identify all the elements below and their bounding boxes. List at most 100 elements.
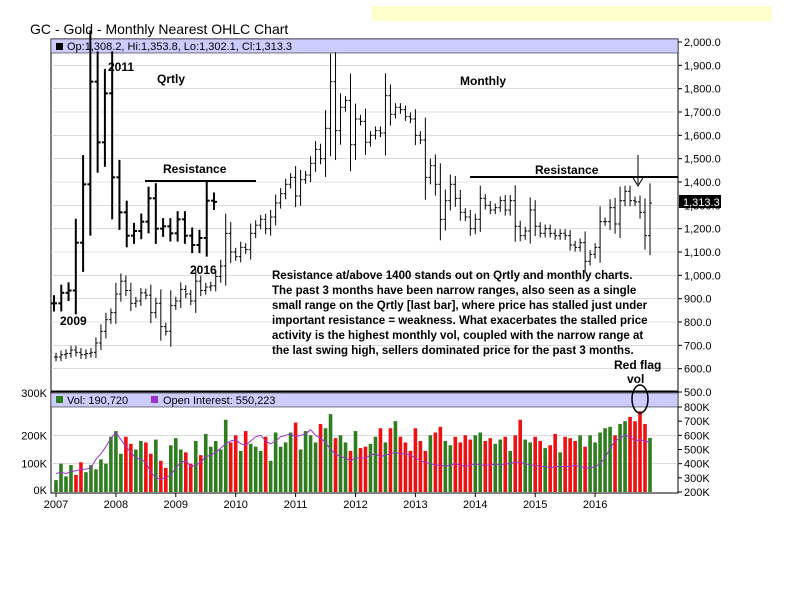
volume-bar (408, 450, 413, 492)
volume-bar (493, 443, 498, 492)
monthly-ohlc-bar (328, 53, 333, 157)
monthly-ohlc-bar (453, 175, 458, 207)
monthly-ohlc-bar (528, 197, 533, 244)
volume-bar (333, 438, 338, 492)
oi-tick-label: 200K (684, 487, 710, 499)
monthly-ohlc-bar (363, 108, 368, 155)
last-price-value: 1,313.3 (683, 197, 720, 209)
volume-bar (69, 465, 73, 492)
volume-bar (623, 421, 627, 492)
volume-bar (458, 442, 463, 492)
monthly-ohlc-bar (408, 112, 413, 124)
x-tick-label: 2012 (343, 499, 367, 511)
monthly-ohlc-bar (623, 185, 628, 207)
quarterly-ohlc-bar (51, 295, 57, 312)
price-tick-label: 1,700.0 (684, 107, 721, 119)
note-line: The past 3 months have been narrow range… (272, 285, 636, 297)
volume-bar (173, 438, 178, 492)
volume-bar (453, 436, 458, 492)
volume-bar (368, 443, 373, 492)
monthly-ohlc-bar (158, 289, 163, 341)
volume-bar (403, 442, 408, 492)
quarterly-ohlc-bar (65, 282, 72, 301)
monthly-ohlc-bar (303, 170, 308, 184)
volume-bar (169, 445, 173, 492)
volume-tick-label: 100K (21, 459, 47, 471)
monthly-ohlc-bar (498, 196, 503, 212)
quarterly-ohlc-bar (109, 51, 116, 220)
monthly-ohlc-bar (263, 213, 268, 235)
volume-bar (208, 446, 213, 492)
note-line: Resistance at/above 1400 stands out on Q… (272, 270, 632, 282)
quarterly-ohlc-bar (160, 218, 167, 237)
commentary-note: Resistance at/above 1400 stands out on Q… (272, 270, 648, 357)
monthly-ohlc-bar (143, 288, 148, 300)
monthly-ohlc-bar (393, 103, 398, 119)
monthly-ohlc-bar (173, 296, 178, 310)
vol-legend-swatch (56, 396, 63, 403)
oi-tick-label: 300K (684, 473, 710, 485)
chart-title: GC - Gold - Monthly Nearest OHLC Chart (30, 21, 288, 37)
monthly-ohlc-bar (248, 223, 253, 260)
price-tick-label: 1,900.0 (684, 60, 721, 72)
quarterly-ohlc-bar (131, 222, 137, 244)
monthly-ohlc-bar (448, 174, 453, 211)
monthly-ohlc-bar (608, 199, 613, 231)
price-tick-label: 500.0 (684, 387, 712, 399)
monthly-ohlc-bar (563, 229, 568, 240)
monthly-ohlc-bar (103, 312, 108, 339)
monthly-ohlc-bar (343, 96, 348, 112)
volume-bar (283, 442, 288, 492)
volume-bar (648, 437, 652, 492)
volume-bar (433, 432, 438, 492)
volume-bar (633, 421, 637, 492)
quarterly-ohlc-bar (94, 51, 101, 173)
volume-bar (318, 424, 323, 492)
volume-bar (79, 462, 83, 492)
volume-bar (398, 436, 403, 492)
monthly-ohlc-bar (398, 103, 403, 114)
monthly-ohlc-bar (338, 93, 343, 145)
monthly-ohlc-bar (503, 195, 508, 216)
monthly-ohlc-bar (278, 188, 283, 209)
volume-bar (154, 439, 158, 492)
volume-bar (243, 431, 248, 492)
annotation-qrtly-resistance: Resistance (163, 162, 227, 176)
quarterly-ohlc-bar (72, 218, 79, 315)
quarterly-ohlc-bar (189, 227, 196, 254)
volume-bar (228, 442, 233, 492)
price-legend-bar (50, 38, 679, 54)
vol-legend: Vol: 190,720 (67, 395, 128, 407)
monthly-ohlc-bar (183, 285, 188, 299)
volume-bar (188, 463, 193, 492)
monthly-ohlc-bar (533, 200, 538, 237)
monthly-ohlc-bar (83, 349, 88, 359)
quarterly-ohlc-bar (138, 213, 145, 240)
monthly-ohlc-bar (273, 194, 278, 226)
volume-bar (638, 411, 642, 492)
monthly-ohlc-bar (578, 238, 583, 252)
red-flag-circle (631, 384, 649, 414)
monthly-ohlc-bar (178, 282, 183, 308)
volume-bar (193, 441, 198, 492)
monthly-ohlc-bar (443, 189, 448, 231)
note-line: activity is the highest monthly vol, cou… (272, 330, 643, 342)
price-tick-label: 1,600.0 (684, 130, 721, 142)
ohlc-legend-swatch (56, 43, 63, 50)
volume-bar (268, 460, 273, 492)
monthly-ohlc-bar (148, 284, 153, 324)
volume-bar (348, 450, 353, 492)
volume-bar (273, 432, 278, 492)
volume-bar (498, 439, 503, 492)
volume-bar (563, 436, 567, 492)
note-line: the last swing high, sellers dominated p… (272, 345, 634, 357)
monthly-ohlc-bar (233, 247, 238, 261)
monthly-ohlc-bar (438, 163, 443, 241)
annotation-qrtly: Qrtly (157, 72, 185, 86)
monthly-ohlc-bar (468, 210, 473, 236)
x-tick-label: 2010 (223, 499, 247, 511)
quarterly-ohlc-bar (196, 229, 203, 254)
x-tick-label: 2009 (164, 499, 188, 511)
monthly-ohlc-bar (638, 195, 643, 219)
volume-bar (164, 467, 168, 492)
